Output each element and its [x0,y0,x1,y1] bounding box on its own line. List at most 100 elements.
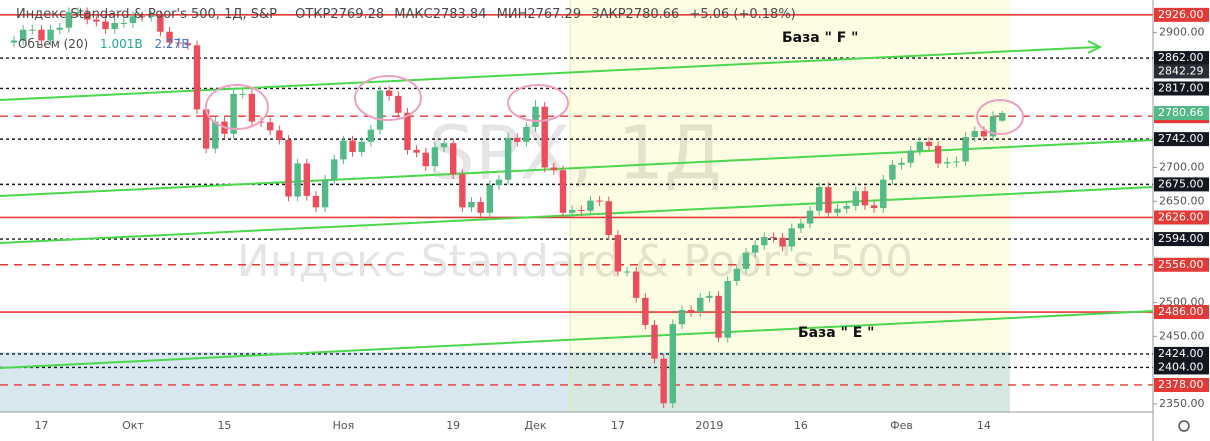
volume-value: 1.001B [100,37,143,51]
candle-body [687,310,695,313]
level-label: 2424.00 [1158,347,1204,360]
settings-icon[interactable] [1178,420,1190,432]
candle-body [660,358,667,404]
candle-body [331,159,338,180]
candle-body [312,195,320,208]
x-tick-label: 17 [611,419,625,432]
label: ЗАКР [591,7,625,22]
annotation: База " F " [782,30,858,46]
candle-body [157,15,164,32]
level-label-bg [1154,7,1209,22]
candle-body [788,228,795,247]
candle-body [797,223,805,229]
level-label-bg [1154,81,1209,96]
header: Индекс Standard & Poor's 500, 1Д, S&P ОТ… [16,7,796,22]
candle-body [285,139,292,197]
x-tick-label: 17 [34,419,48,432]
candle-body [953,161,960,163]
candle-body [962,137,969,162]
annotation: База " E " [798,325,874,341]
level-label: 2842.29 [1158,64,1204,77]
level-label-bg [1154,305,1209,320]
level-label-bg [1154,232,1209,247]
candle-body [651,324,658,359]
y-tick-label: 2650.00 [1159,194,1205,207]
candle-body [175,42,182,44]
watermark-subtitle: Индекс Standard & Poor's 500 [237,236,913,287]
candle-body [532,106,539,127]
candle-body [816,187,823,211]
change: +5.06 (+0.18%) [689,7,795,22]
trendline [0,310,1154,369]
candle-body [404,112,411,150]
level-label-bg [1154,346,1209,361]
candle-body [193,45,201,110]
candle-body [440,143,448,148]
y-tick-label: 2900.00 [1159,25,1205,38]
y-tick-label: 2450.00 [1159,329,1205,342]
label: МАКС [394,7,432,22]
candle-body [514,137,521,142]
x-tick-label: 15 [217,419,231,432]
candle-body [633,271,640,298]
candle-body [166,31,173,43]
value: 2783.84 [433,7,487,22]
last-price-label: 2780.66 [1158,106,1204,119]
level-label-bg [1154,51,1209,66]
candle-body [340,140,347,160]
candle-body [907,150,914,163]
candle-body [834,208,841,213]
level-label-bg [1154,177,1209,192]
candle-body [376,90,384,130]
x-tick-label: 2019 [695,419,723,432]
level-label-bg [1154,132,1209,147]
candle-body [697,297,704,313]
candle-body [239,93,246,95]
candle-body [56,27,63,30]
candle-body [779,237,786,247]
candle-body [129,16,137,23]
x-tick-label: Окт [122,419,144,432]
y-tick-label: 2350.00 [1159,397,1205,410]
candle-body [102,21,109,30]
candle-body [761,237,768,246]
candle-body [715,295,722,338]
value: 2780.66 [626,7,680,22]
candle-body [148,15,155,17]
candle-body [843,206,850,209]
candle-body [468,201,475,208]
highlight-ellipse [205,84,269,130]
candle-body [605,201,612,236]
candle-body [184,43,192,46]
level-label-bg [1154,64,1209,79]
level-label: 2675.00 [1158,177,1204,190]
candle-body [321,179,329,208]
candle-body [459,174,466,208]
candle-body [925,141,933,146]
trendline [0,46,1099,101]
level-label: 2926.00 [1158,8,1204,21]
candle-body [916,141,924,151]
candle-body [587,200,594,211]
x-tick-label: Фев [890,419,913,432]
candle-body [614,235,622,272]
candle-body [898,162,905,165]
candle-body [486,185,493,213]
candle-body [47,29,54,41]
candle-body [934,145,942,164]
candle-body [623,271,631,273]
level-label-bg [1154,210,1209,225]
label: ОТКР [295,7,330,22]
label: МИН [497,7,528,22]
volume-header: Объем (20) 1.001B 2.27B [18,37,189,51]
candle-body [65,12,73,28]
level-label: 2742.00 [1158,132,1204,145]
candle-body [751,245,759,253]
x-tick-label: Дек [525,419,547,432]
candle-body [93,19,100,22]
candle-body [852,191,859,206]
candle-body [861,191,869,206]
candle-body [230,93,237,134]
candle-body [742,252,750,269]
